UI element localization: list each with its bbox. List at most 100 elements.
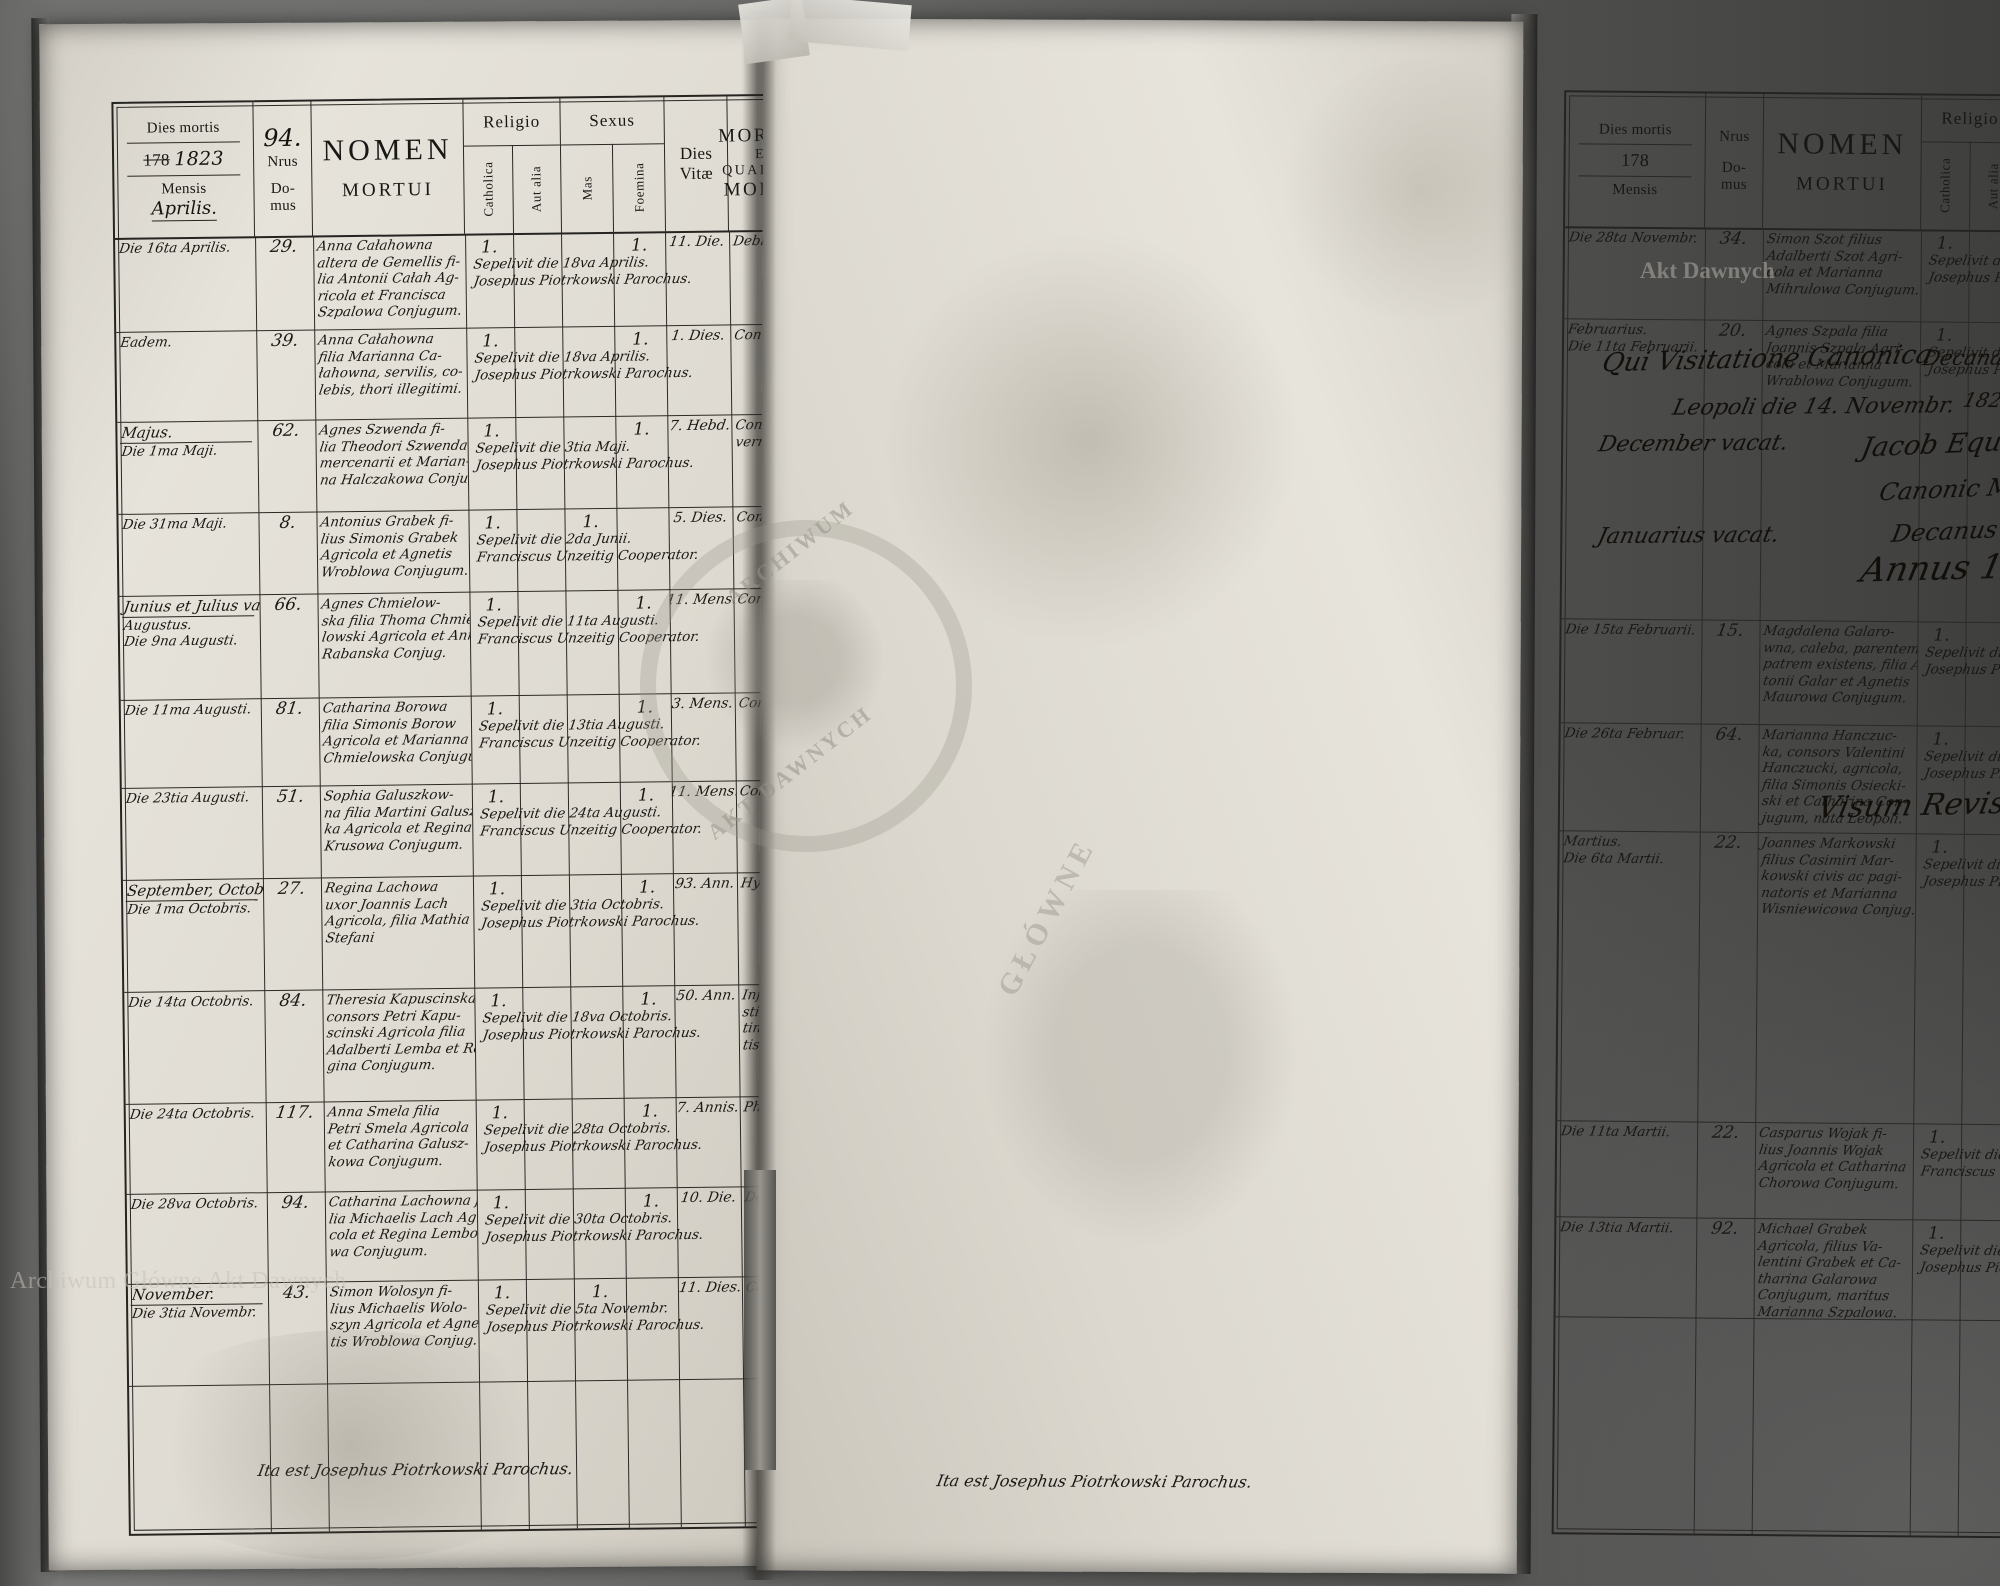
header-sexus-subs: Mas Foemina [560, 143, 665, 233]
cell-dies-vitae: 7. Annis. [675, 1099, 740, 1117]
annotation-visitation-place: Leopoli die 14. Novembr. [1670, 393, 1958, 421]
cell-dies-mortis: Die 11ma Augusti. [123, 701, 253, 719]
cell-dies-mortis: Junius et Julius vacant. Augustus. Die 9na… [122, 595, 261, 650]
header-catholica: Catholica [1921, 141, 1971, 230]
cell-religio-aut-alia [513, 232, 562, 327]
cell-dies-mortis: Majus. Die 1ma Maji. [117, 420, 258, 514]
cell-religio-aut-alia [1960, 1124, 2000, 1220]
cell-religio-catholica: 1. [1928, 1127, 1946, 1148]
header-foemina: Foemina [630, 162, 647, 213]
cell-dies-vitae: 11. Die. [668, 233, 726, 251]
header-dies-mortis-right: Dies mortis 178 Mensis [1565, 92, 1707, 228]
table-row[interactable]: Majus. Die 1ma Maji. 62. Agnes Szwenda fi-l… [117, 413, 809, 515]
cell-religio-catholica: 1. [492, 1193, 510, 1214]
table-row[interactable]: Junius et Julius vacant. Augustus. Die 9na… [119, 587, 811, 701]
cell-religio-aut-alia [522, 986, 571, 1099]
cell-numerus-domus: 84. [278, 990, 309, 1012]
cell-religio-aut-alia [525, 1188, 574, 1279]
header-dies-mortis-left: Dies mortis 178 1823 Mensis Aprilis. [113, 102, 256, 238]
cell-religio-catholica: 1. [488, 879, 506, 900]
cell-sexus-foemina: 1. [642, 1191, 660, 1212]
cell-dies-mortis: November. Die 3tia Novembr. [128, 1282, 269, 1386]
cell-sexus-mas [567, 694, 620, 783]
cell-dies-vitae: 93. Ann. [674, 875, 736, 893]
cell-dies-vitae: 11. Dies. [677, 1279, 743, 1297]
cell-religio-catholica: 1. [487, 787, 505, 808]
table-row[interactable]: Die 11ta Martii. 22. Casparus Wojak fi-liu… [1556, 1120, 2000, 1224]
cell-numerus-domus: 81. [274, 698, 305, 720]
cell-religio-catholica: 1. [485, 595, 502, 616]
annotation-januarius-vacat: Januarius vacat. [1595, 522, 1782, 550]
cell-religio-catholica: 1. [1928, 1223, 1945, 1244]
cell-nomen-mortui: Catharina Borowa filia Simonis Borow Agric… [321, 698, 472, 766]
cell-sexus-mas [565, 590, 618, 695]
cell-nomen-mortui: Agnes Chmielow-ska filia Thoma Chmie-low… [320, 594, 471, 662]
cell-dies-mortis: Die 28va Octobris. [129, 1195, 260, 1213]
header-numerus-domus-left: 94. Nrus Do- mus [253, 101, 314, 237]
table-row[interactable]: September, October vacat.Die 1ma Octobri… [122, 871, 815, 993]
page-left: Dies mortis 178 1823 Mensis Aprilis. 94.… [39, 19, 823, 1571]
page-right: Dies mortis 178 Mensis Nrus Do- mus NOME… [756, 18, 2000, 1574]
table-row[interactable]: Die 28ta Novembr. 34. Simon Szot filius Ada… [1564, 226, 2000, 326]
header-dies-vitae-left: Dies Vitæ [663, 96, 730, 232]
cell-nomen-mortui: Simon Wolosyn fi-lius Michaelis Wolo-szy… [328, 1282, 480, 1350]
table-row[interactable]: Die 31ma Maji. 8. Antonius Grabek fi-lius … [118, 505, 810, 597]
cell-sexus-foemina: 1. [632, 329, 649, 350]
footer-attestation-right: Ita est Josephus Piotrkowski Parochus. [935, 1471, 1254, 1492]
cell-numerus-domus: 117. [274, 1102, 316, 1124]
table-row[interactable]: Die 16ta Aprilis. 29. Anna Całahowna altera… [115, 229, 807, 333]
cell-religio-aut-alia [520, 782, 569, 875]
table-row[interactable]: Eadem. 39. Anna Całahowna filia Marianna Ca… [116, 323, 808, 423]
header-sexus-left: Sexus Mas Foemina [559, 97, 666, 233]
divider [1578, 142, 1693, 145]
cell-numerus-domus: 34. [1718, 228, 1750, 249]
cell-dies-mortis: Die 26ta Februar. [1563, 725, 1687, 743]
annotation-december-vacat: December vacat. [1596, 430, 1791, 458]
table-row[interactable]: Die 13tia Martii. 92. Michael Grabek Agrico… [1555, 1216, 2000, 1324]
cell-religio-catholica: 1. [491, 1103, 509, 1124]
cell-dies-mortis: Die 23tia Augusti. [124, 789, 251, 807]
header-numerus-domus-right: Nrus Do- mus [1705, 93, 1765, 229]
cell-religio-catholica: 1. [486, 699, 504, 720]
header-nomen-mortui-right: NOMEN MORTUI [1763, 94, 1923, 230]
cell-dies-mortis: Die 24ta Octobris. [128, 1105, 257, 1123]
cell-sexus-foemina: 1. [641, 1101, 658, 1122]
header-religio-right: Religio Catholica Aut alia [1921, 95, 2000, 230]
cell-religio-catholica: 1. [483, 421, 500, 442]
cell-dies-mortis: Die 28ta Novembr. [1567, 229, 1699, 247]
cell-sexus-foemina: 1. [638, 877, 656, 898]
cell-sexus-mas: 1. [582, 512, 599, 533]
header-year: 178 1823 [143, 147, 224, 170]
table-row[interactable]: Die 28va Octobris. 94. Catharina Lachowna … [126, 1185, 818, 1285]
table-row[interactable]: November. Die 3tia Novembr. 43. Simon Wolos… [127, 1275, 820, 1387]
cell-numerus-domus: 27. [277, 878, 308, 900]
cell-numerus-domus: 8. [277, 512, 298, 533]
cell-numerus-domus: 39. [270, 330, 301, 352]
cell-dies-mortis: September, October vacat.Die 1ma Octobri… [125, 879, 265, 918]
cell-sexus-foemina: 1. [633, 419, 650, 440]
cell-numerus-domus: 22. [1713, 832, 1744, 853]
table-row[interactable]: Martius. Die 6ta Martii. 22. Joannes Markow… [1557, 830, 2000, 1128]
cell-dies-mortis: Die 13tia Martii. [1559, 1219, 1676, 1237]
cell-nomen-mortui: Simon Szot filius Adalberti Szot Agri-col… [1765, 231, 1921, 298]
cell-religio-aut-alia [1968, 230, 2000, 322]
cell-sexus-foemina: 1. [635, 593, 652, 614]
cell-sexus-mas [568, 782, 621, 875]
table-row[interactable]: Die 15ta Februarii. 15. Magdalena Galaro-w… [1560, 618, 2000, 730]
cell-dies-mortis: Eadem. [119, 334, 174, 351]
cell-sexus-foemina: 1. [637, 785, 655, 806]
footer-attestation-left: Ita est Josephus Piotrkowski Parochus. [256, 1459, 575, 1480]
table-row[interactable]: Die 24ta Octobris. 117. Anna Smela filia Pe… [125, 1095, 817, 1195]
cell-numerus-domus: 94. [280, 1192, 311, 1213]
table-row[interactable]: Die 23tia Augusti. 51. Sophia Galuszkow-na… [121, 779, 813, 881]
cell-sexus-mas [573, 1188, 626, 1279]
table-row[interactable]: Die 11ma Augusti. 81. Catharina Borowa fili… [120, 691, 812, 789]
table-header-left: Dies mortis 178 1823 Mensis Aprilis. 94.… [113, 95, 814, 240]
register-table-left: Dies mortis 178 1823 Mensis Aprilis. 94.… [111, 93, 823, 1536]
cell-dies-vitae: 3. Mens. [671, 695, 735, 713]
table-body-left: Die 16ta Aprilis. 29. Anna Całahowna altera… [115, 229, 821, 1534]
cell-dies-mortis: Die 11ta Martii. [1559, 1123, 1672, 1141]
table-row[interactable]: Die 14ta Octobris. 84. Theresia Kapuscinsk… [124, 983, 816, 1105]
cell-numerus-domus: 22. [1710, 1122, 1742, 1143]
cell-sexus-mas [563, 416, 616, 509]
